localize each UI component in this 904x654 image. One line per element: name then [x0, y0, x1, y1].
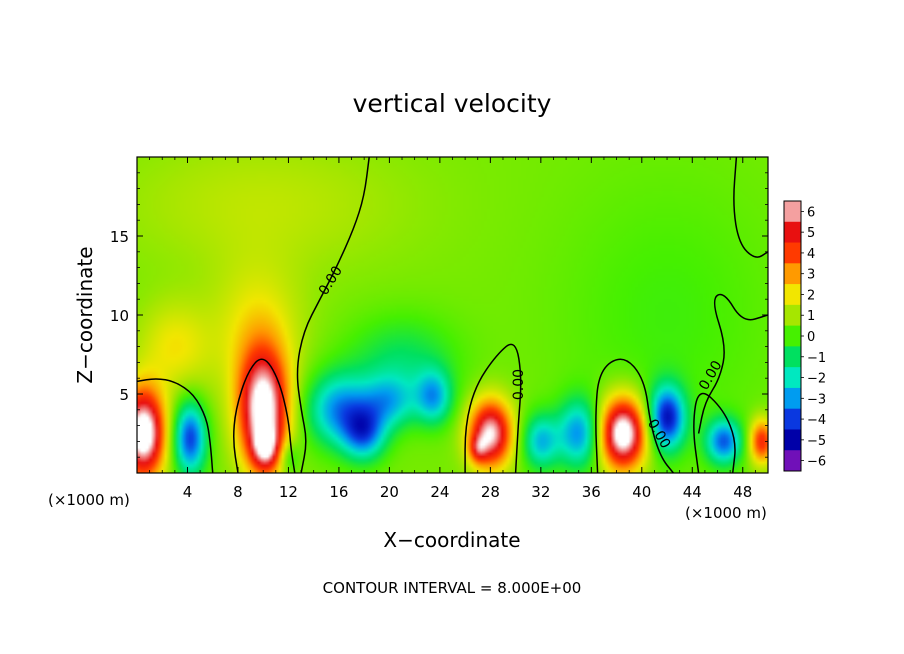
- colorbar-swatch: [784, 325, 801, 347]
- colorbar-swatch: [784, 408, 801, 430]
- x-tick-label: 28: [481, 483, 500, 501]
- contour-line: [233, 358, 296, 473]
- y-axis-title: Z−coordinate: [73, 246, 97, 383]
- colorbar-swatch: [784, 201, 801, 223]
- x-tick-label: 12: [279, 483, 298, 501]
- colorbar-tick-label: 2: [807, 288, 815, 303]
- colorbar-tick-label: −5: [807, 434, 826, 449]
- contour-line: [595, 358, 674, 473]
- y-tick-label: 15: [110, 228, 129, 246]
- colorbar-swatch: [784, 367, 801, 389]
- velocity-field: [137, 157, 768, 473]
- x-tick-label: 36: [582, 483, 601, 501]
- contour-interval-note: CONTOUR INTERVAL = 8.000E+00: [323, 579, 582, 597]
- colorbar: 6 5 4 3 2 1 0 −1 −2 −3 −4 −5 −6: [783, 200, 826, 472]
- x-tick-label: 44: [683, 483, 702, 501]
- y-axis: 5 10 15: [110, 172, 768, 458]
- colorbar-swatch: [784, 242, 801, 264]
- x-tick-label: 24: [430, 483, 449, 501]
- y-tick-label: 10: [110, 307, 129, 325]
- x-axis: 4 8 12 16 20 24 28 32 36 40 44 48: [149, 157, 756, 501]
- x-tick-label: 48: [733, 483, 752, 501]
- x-tick-label: 20: [380, 483, 399, 501]
- x-unit-label-right: (×1000 m): [685, 504, 767, 522]
- x-tick-label: 40: [632, 483, 651, 501]
- colorbar-tick-label: −1: [807, 351, 826, 366]
- colorbar-tick-label: −6: [807, 455, 826, 470]
- colorbar-swatch: [784, 346, 801, 368]
- colorbar-tick-label: 5: [807, 226, 815, 241]
- colorbar-tick-label: 6: [807, 205, 815, 220]
- colorbar-tick-label: 0: [807, 330, 815, 345]
- colorbar-tick-label: 3: [807, 268, 815, 283]
- x-unit-label-left: (×1000 m): [48, 491, 130, 509]
- colorbar-tick-label: 4: [807, 247, 815, 262]
- colorbar-swatch: [784, 450, 801, 472]
- contour-label: 0.00: [511, 369, 527, 400]
- contour-line: [464, 343, 522, 473]
- contour-lines: [137, 157, 768, 473]
- contour-line: [697, 293, 768, 434]
- colorbar-tick-label: 1: [807, 309, 815, 324]
- x-tick-label: 4: [183, 483, 193, 501]
- contour-line: [296, 157, 370, 473]
- x-tick-label: 16: [329, 483, 348, 501]
- colorbar-swatch: [784, 429, 801, 451]
- x-tick-label: 8: [233, 483, 243, 501]
- x-axis-title: X−coordinate: [383, 528, 520, 552]
- contour-line: [733, 157, 768, 258]
- y-tick-label: 5: [119, 386, 129, 404]
- contour-line: [693, 392, 736, 473]
- colorbar-tick-label: −3: [807, 392, 826, 407]
- colorbar-swatch: [784, 304, 801, 327]
- colorbar-tick-label: −4: [807, 413, 826, 428]
- colorbar-tick-label: −2: [807, 372, 826, 387]
- chart-title: vertical velocity: [353, 89, 552, 118]
- x-tick-label: 32: [531, 483, 550, 501]
- colorbar-swatch: [784, 263, 801, 285]
- plot-area: 0.000.000.000.00: [137, 157, 768, 473]
- colorbar-swatch: [784, 387, 801, 410]
- colorbar-swatch: [784, 284, 801, 306]
- contour-line: [137, 378, 214, 473]
- colorbar-swatch: [784, 221, 801, 244]
